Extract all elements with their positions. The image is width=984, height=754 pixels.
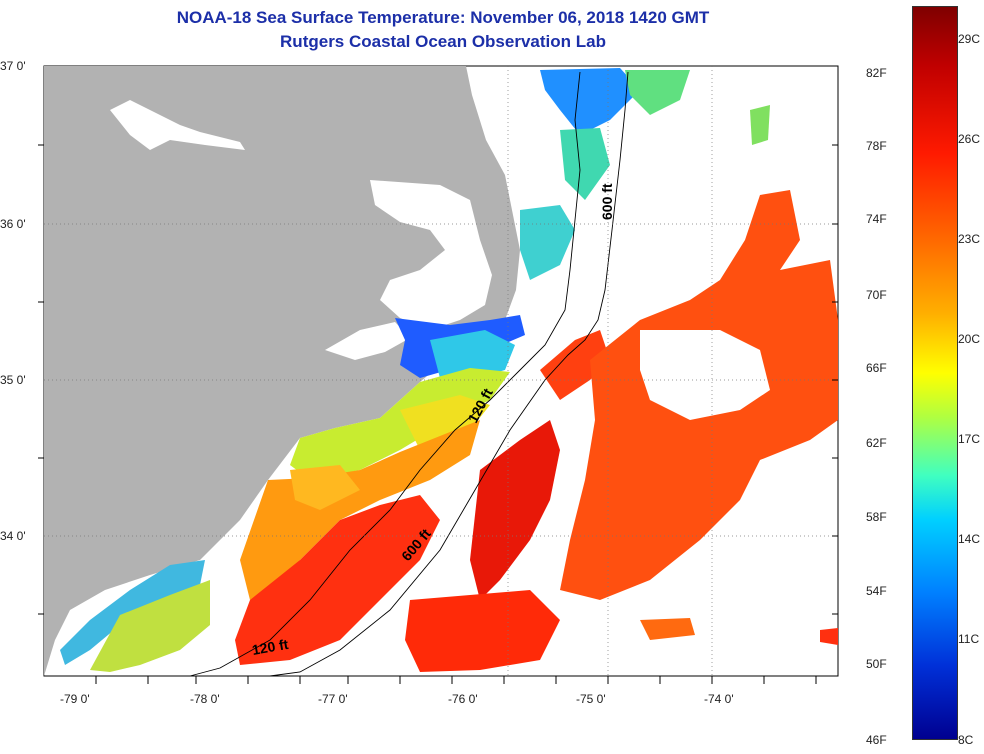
colorbar-f-label: 62F — [866, 436, 887, 450]
contour-label: 120 ft — [251, 636, 290, 658]
lat-label: 35 0' — [0, 373, 26, 387]
lat-label: 34 0' — [0, 529, 26, 543]
lon-label: -78 0' — [190, 692, 220, 706]
pamlico-sound — [370, 180, 492, 330]
colorbar-c-label: 23C — [958, 232, 981, 246]
lon-label: -79 0' — [60, 692, 90, 706]
lon-label: -76 0' — [448, 692, 478, 706]
colorbar-f-label: 82F — [866, 66, 887, 80]
lon-label: -77 0' — [318, 692, 348, 706]
contour-label: 600 ft — [599, 183, 615, 220]
depth-contours — [189, 71, 629, 677]
albemarle-sound — [110, 100, 245, 150]
map-grid — [44, 66, 838, 676]
map-subtitle: Rutgers Coastal Ocean Observation Lab — [280, 32, 606, 51]
lat-label: 36 0' — [0, 217, 26, 231]
map-title: NOAA-18 Sea Surface Temperature: Novembe… — [176, 8, 710, 27]
sst-data — [60, 68, 838, 672]
colorbar-f-label: 54F — [866, 584, 887, 598]
colorbar-c-label: 29C — [958, 32, 981, 46]
colorbar-f-label: 50F — [866, 657, 887, 671]
colorbar-f-label: 70F — [866, 288, 887, 302]
frame-ticks — [38, 144, 838, 684]
lat-label: 37 0' — [0, 59, 26, 73]
lon-label: -74 0' — [704, 692, 734, 706]
colorbar-c-label: 14C — [958, 532, 981, 546]
colorbar-c-label: 8C — [958, 733, 974, 747]
lon-label: -75 0' — [576, 692, 606, 706]
colorbar-c-label: 26C — [958, 132, 981, 146]
colorbar-f-label: 74F — [866, 212, 887, 226]
temperature-colorbar — [912, 6, 958, 740]
colorbar-c-label: 20C — [958, 332, 981, 346]
colorbar-f-label: 78F — [866, 139, 887, 153]
colorbar-f-label: 46F — [866, 733, 887, 747]
colorbar-f-label: 58F — [866, 510, 887, 524]
colorbar-c-label: 11C — [958, 632, 980, 646]
neuse-river — [325, 322, 410, 360]
colorbar-f-label: 66F — [866, 361, 887, 375]
colorbar-c-label: 17C — [958, 432, 981, 446]
